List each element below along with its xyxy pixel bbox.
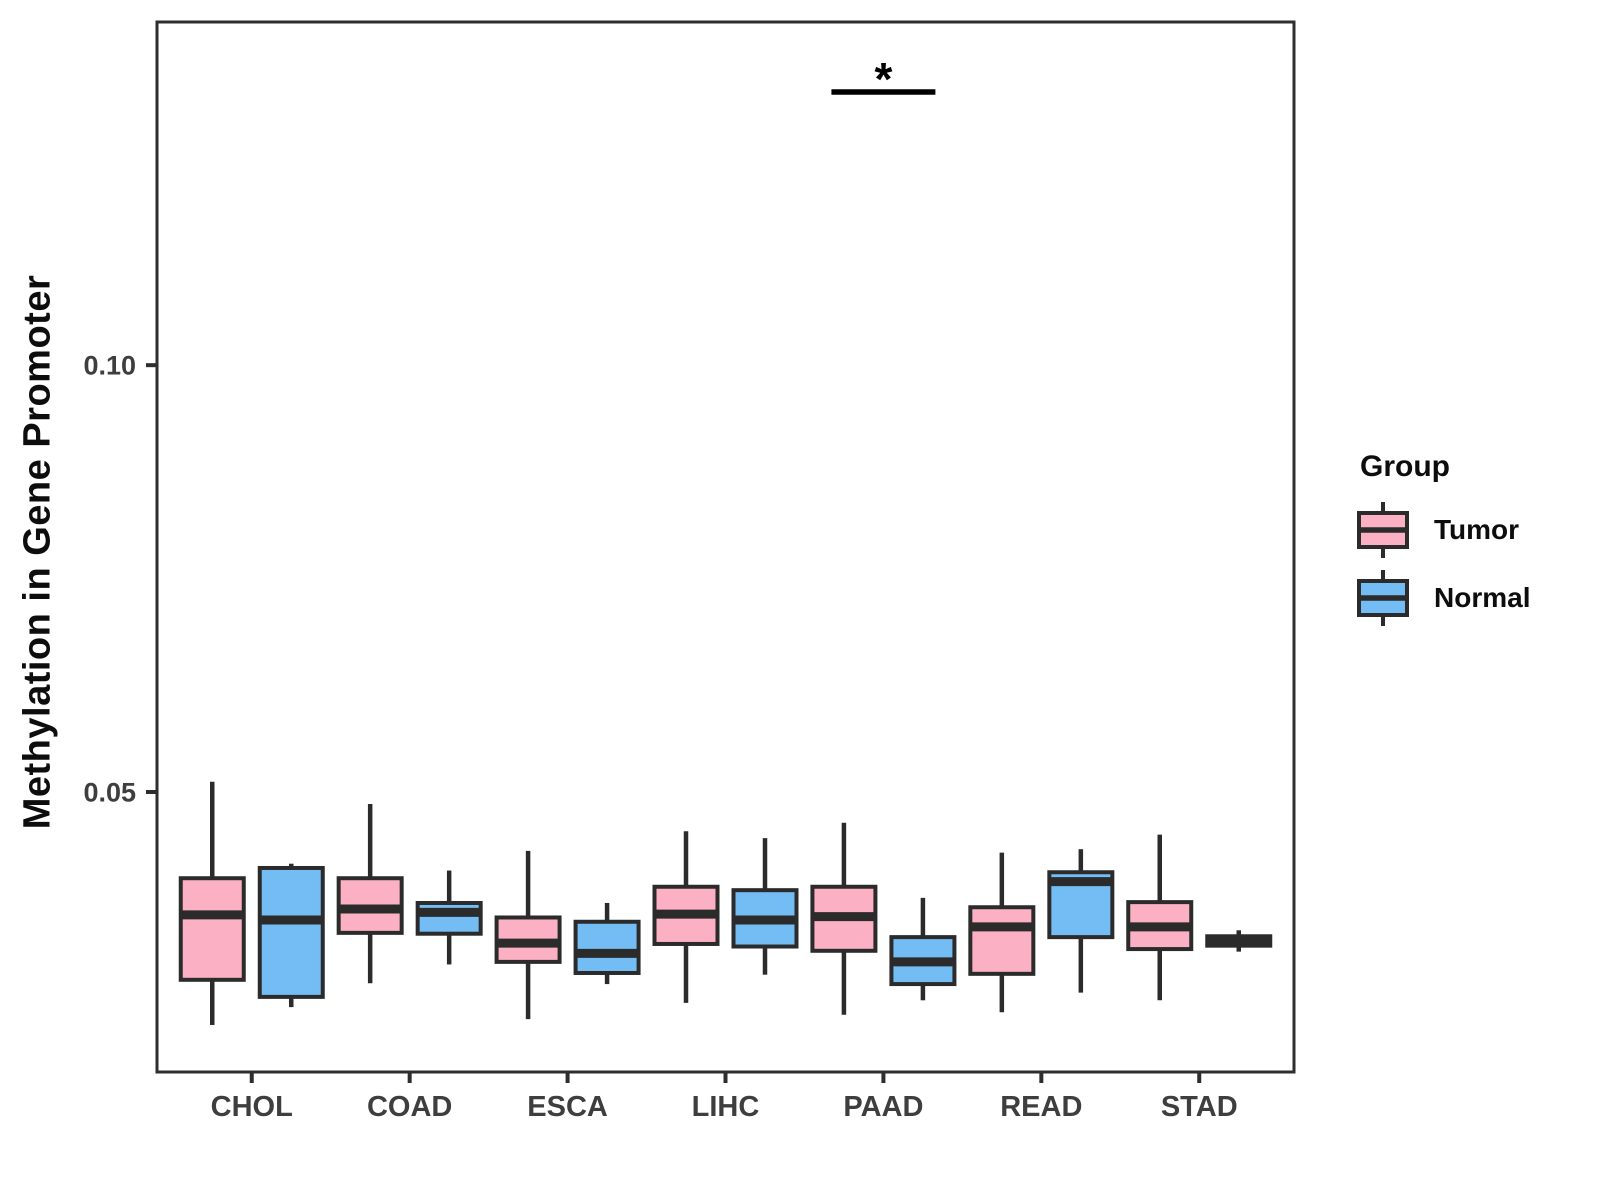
tumor-boxplot-key-icon xyxy=(1357,502,1409,558)
normal-boxplot-key-icon xyxy=(1357,570,1409,626)
x-tick-label: READ xyxy=(1000,1091,1082,1123)
legend: Group Tumor Normal xyxy=(1356,450,1530,636)
box-tumor-chol-box xyxy=(178,876,246,982)
box-normal-coad-box xyxy=(415,900,483,936)
panel-border xyxy=(155,20,1296,1074)
x-tick-label: COAD xyxy=(367,1091,452,1123)
y-tick-label: 0.05 xyxy=(83,778,136,808)
x-tick-label: STAD xyxy=(1161,1091,1238,1123)
box-normal-chol-box xyxy=(257,865,325,999)
significance-star: * xyxy=(874,53,892,105)
y-tick-label: 0.10 xyxy=(83,351,136,381)
box-normal-esca-box xyxy=(573,919,641,975)
legend-entry-normal: Normal xyxy=(1356,568,1530,628)
legend-entry-tumor: Tumor xyxy=(1356,500,1530,560)
legend-label-normal: Normal xyxy=(1434,582,1531,613)
x-tick-label: LIHC xyxy=(692,1091,760,1123)
x-tick-label: PAAD xyxy=(843,1091,923,1123)
legend-label-tumor: Tumor xyxy=(1434,514,1520,545)
box-tumor-read-box xyxy=(968,905,1036,976)
legend-title: Group xyxy=(1360,450,1450,483)
x-tick-label: CHOL xyxy=(211,1091,293,1123)
x-tick-label: ESCA xyxy=(527,1091,608,1123)
